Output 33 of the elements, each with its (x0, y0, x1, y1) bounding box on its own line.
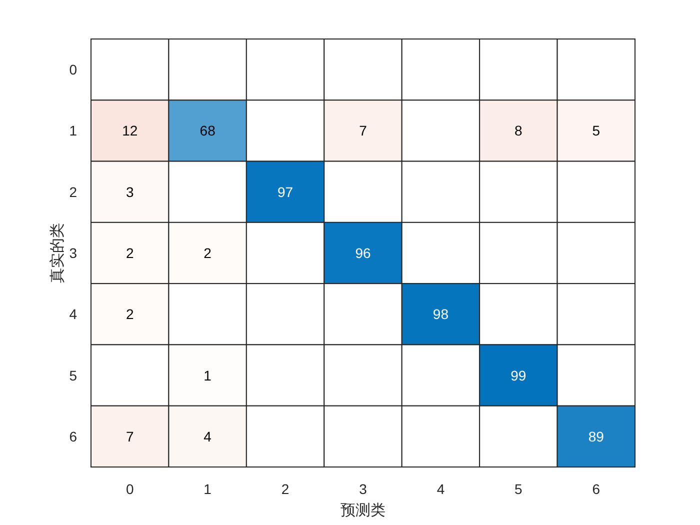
data-label: 8 (514, 122, 523, 139)
data-label: 97 (277, 184, 294, 200)
data-label: 4 (204, 428, 212, 444)
x-tick-label: 2 (281, 481, 290, 497)
data-label: 98 (432, 306, 449, 322)
y-axis-title: 真实的类 (49, 223, 66, 283)
data-label: 1 (204, 367, 212, 384)
x-axis-title: 预测类 (340, 502, 386, 519)
y-tick-label: 2 (69, 184, 78, 200)
data-label: 3 (126, 184, 134, 200)
y-tick-label: 4 (69, 306, 78, 322)
data-label: 5 (592, 122, 600, 139)
data-label: 2 (204, 245, 212, 261)
y-tick-label: 1 (69, 122, 78, 139)
data-label: 2 (126, 245, 134, 261)
data-label: 7 (126, 428, 134, 444)
data-label: 7 (359, 122, 368, 139)
y-tick-label: 3 (69, 245, 78, 261)
data-label: 2 (126, 306, 134, 322)
data-label: 99 (510, 367, 526, 384)
x-tick-label: 3 (359, 481, 368, 497)
x-tick-label: 0 (126, 481, 134, 497)
data-label: 12 (122, 122, 138, 139)
x-tick-label: 4 (436, 481, 445, 497)
data-label: 89 (588, 428, 604, 444)
y-tick-label: 6 (69, 428, 78, 444)
data-label: 68 (200, 122, 216, 139)
x-tick-label: 5 (514, 481, 523, 497)
x-tick-label: 1 (204, 481, 212, 497)
data-label: 96 (355, 245, 371, 261)
x-tick-label: 6 (592, 481, 600, 497)
y-tick-label: 0 (69, 62, 78, 78)
y-tick-label: 5 (69, 367, 78, 384)
